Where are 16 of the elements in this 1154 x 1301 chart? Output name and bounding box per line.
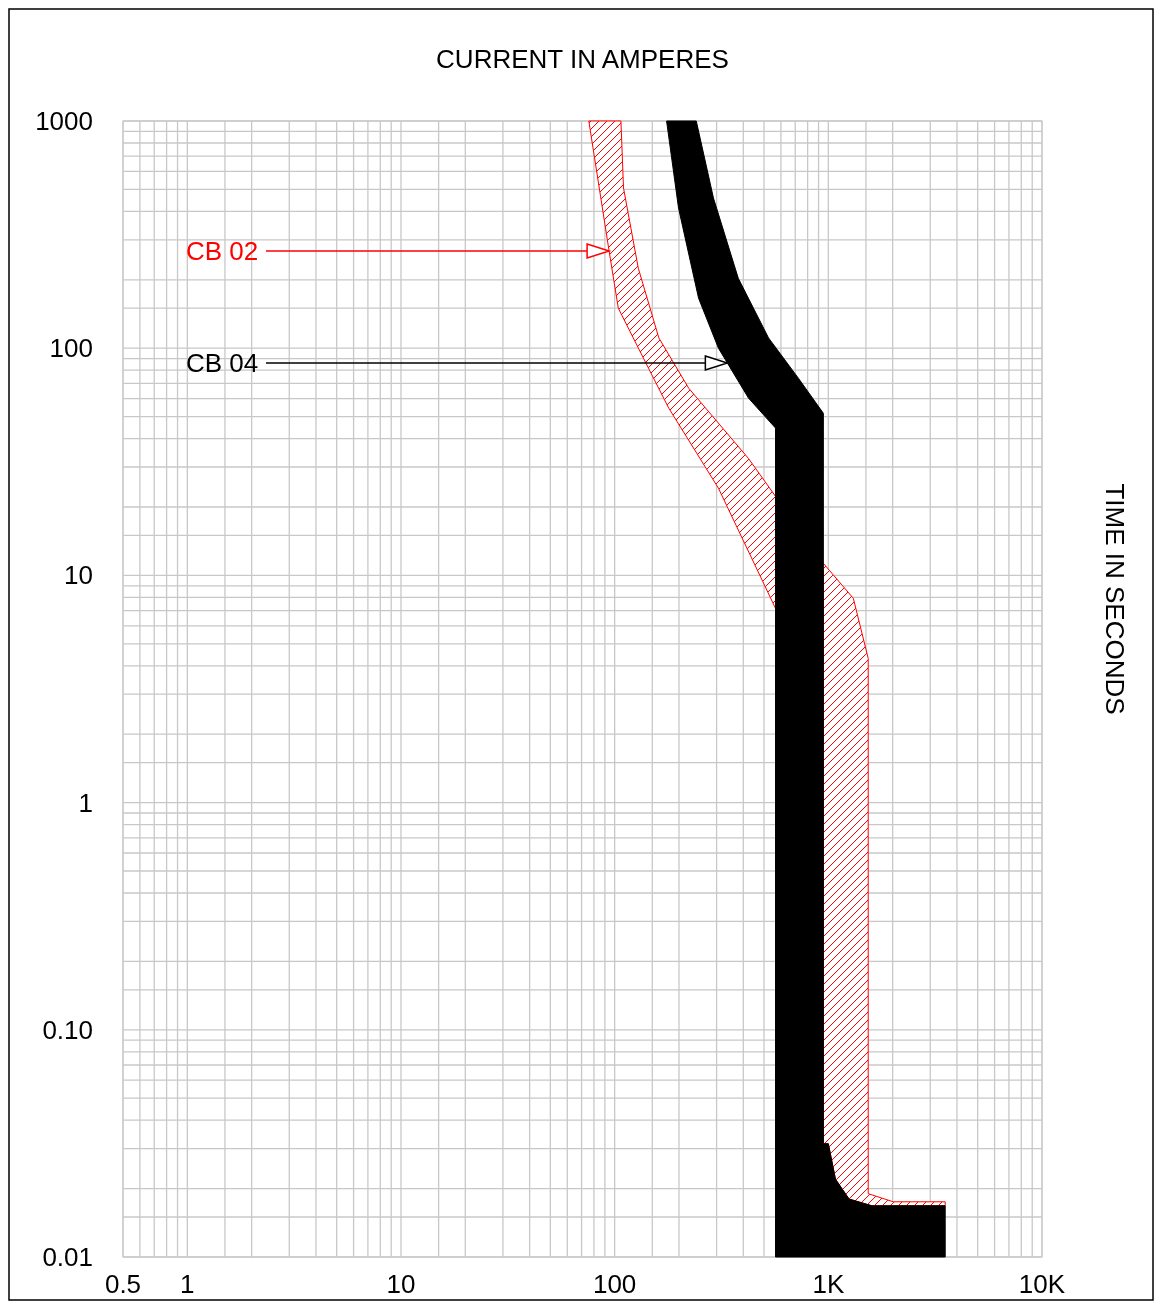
x-tick-label: 100	[592, 1269, 637, 1299]
x-tick-label: 10	[386, 1269, 416, 1299]
y-tick-label: 100	[49, 333, 93, 364]
y-tick-label: 10	[64, 560, 93, 591]
text: CB 04	[186, 348, 259, 378]
x-axis-title: CURRENT IN AMPERES	[436, 44, 729, 74]
x-tick-label: 0.5	[104, 1269, 142, 1299]
y-tick-label: 0.01	[42, 1242, 93, 1272]
text: CB 02	[186, 236, 259, 266]
x-tick-label: 10K	[1018, 1269, 1066, 1299]
y-tick-label: 1	[78, 787, 93, 818]
y-tick-label: 1000	[35, 106, 93, 136]
x-tick-label: 1K	[812, 1269, 845, 1299]
x-tick-label: 1	[180, 1269, 195, 1299]
y-axis-title: TIME IN SECONDS	[1100, 483, 1130, 715]
y-tick-label: 0.10	[42, 1014, 93, 1045]
